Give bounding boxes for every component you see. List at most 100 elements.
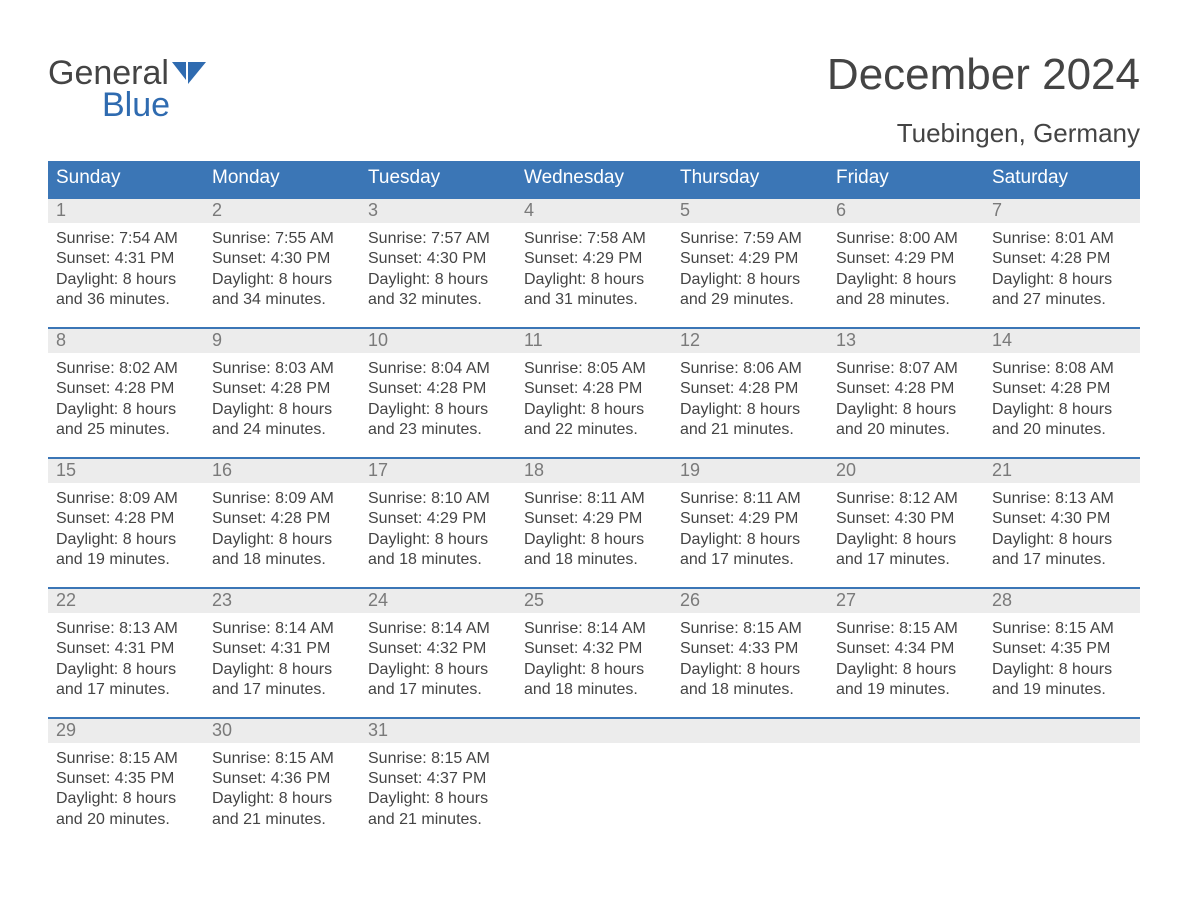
calendar: Sunday Monday Tuesday Wednesday Thursday… <box>48 161 1140 832</box>
day-cell: Sunrise: 8:02 AMSunset: 4:28 PMDaylight:… <box>48 353 204 443</box>
weekday-header: Saturday <box>984 161 1140 197</box>
day-sunset: Sunset: 4:36 PM <box>212 769 352 789</box>
day-cell: Sunrise: 8:15 AMSunset: 4:33 PMDaylight:… <box>672 613 828 703</box>
day-cell: Sunrise: 8:14 AMSunset: 4:32 PMDaylight:… <box>516 613 672 703</box>
day-number <box>984 719 1140 743</box>
day-sunset: Sunset: 4:29 PM <box>836 249 976 269</box>
day-sunrise: Sunrise: 8:14 AM <box>524 619 664 639</box>
day-sunrise: Sunrise: 8:14 AM <box>368 619 508 639</box>
week-row: 1234567Sunrise: 7:54 AMSunset: 4:31 PMDa… <box>48 197 1140 313</box>
day-number: 22 <box>48 589 204 613</box>
day-number: 2 <box>204 199 360 223</box>
day-number: 18 <box>516 459 672 483</box>
day-dl1: Daylight: 8 hours <box>212 789 352 809</box>
day-dl2: and 21 minutes. <box>212 810 352 830</box>
day-number: 17 <box>360 459 516 483</box>
day-sunrise: Sunrise: 8:11 AM <box>524 489 664 509</box>
day-dl2: and 36 minutes. <box>56 290 196 310</box>
day-dl1: Daylight: 8 hours <box>56 789 196 809</box>
day-sunset: Sunset: 4:32 PM <box>368 639 508 659</box>
day-sunset: Sunset: 4:34 PM <box>836 639 976 659</box>
day-dl1: Daylight: 8 hours <box>56 530 196 550</box>
day-cell: Sunrise: 8:11 AMSunset: 4:29 PMDaylight:… <box>672 483 828 573</box>
day-dl2: and 28 minutes. <box>836 290 976 310</box>
day-dl2: and 21 minutes. <box>680 420 820 440</box>
day-number: 11 <box>516 329 672 353</box>
day-dl2: and 17 minutes. <box>368 680 508 700</box>
day-number: 14 <box>984 329 1140 353</box>
day-dl1: Daylight: 8 hours <box>212 660 352 680</box>
day-number: 6 <box>828 199 984 223</box>
day-sunrise: Sunrise: 7:57 AM <box>368 229 508 249</box>
day-cell <box>672 743 828 833</box>
day-sunset: Sunset: 4:29 PM <box>368 509 508 529</box>
day-cell: Sunrise: 8:08 AMSunset: 4:28 PMDaylight:… <box>984 353 1140 443</box>
day-sunset: Sunset: 4:30 PM <box>368 249 508 269</box>
day-dl1: Daylight: 8 hours <box>212 400 352 420</box>
day-dl1: Daylight: 8 hours <box>56 400 196 420</box>
day-cell: Sunrise: 8:15 AMSunset: 4:37 PMDaylight:… <box>360 743 516 833</box>
day-number: 19 <box>672 459 828 483</box>
day-cell: Sunrise: 7:59 AMSunset: 4:29 PMDaylight:… <box>672 223 828 313</box>
day-dl1: Daylight: 8 hours <box>680 400 820 420</box>
day-dl2: and 18 minutes. <box>524 680 664 700</box>
day-cell: Sunrise: 8:09 AMSunset: 4:28 PMDaylight:… <box>204 483 360 573</box>
day-number: 15 <box>48 459 204 483</box>
day-dl1: Daylight: 8 hours <box>212 270 352 290</box>
day-number: 23 <box>204 589 360 613</box>
day-dl1: Daylight: 8 hours <box>680 530 820 550</box>
day-sunrise: Sunrise: 8:15 AM <box>56 749 196 769</box>
day-sunrise: Sunrise: 8:13 AM <box>992 489 1132 509</box>
day-dl2: and 18 minutes. <box>680 680 820 700</box>
day-dl2: and 18 minutes. <box>368 550 508 570</box>
day-sunset: Sunset: 4:29 PM <box>680 509 820 529</box>
day-dl1: Daylight: 8 hours <box>680 660 820 680</box>
day-number: 16 <box>204 459 360 483</box>
day-number: 31 <box>360 719 516 743</box>
page-title: December 2024 <box>827 50 1140 100</box>
day-dl1: Daylight: 8 hours <box>992 270 1132 290</box>
day-dl2: and 32 minutes. <box>368 290 508 310</box>
day-sunset: Sunset: 4:28 PM <box>212 379 352 399</box>
day-dl1: Daylight: 8 hours <box>992 660 1132 680</box>
day-sunrise: Sunrise: 8:05 AM <box>524 359 664 379</box>
day-sunrise: Sunrise: 8:01 AM <box>992 229 1132 249</box>
day-cell: Sunrise: 8:14 AMSunset: 4:31 PMDaylight:… <box>204 613 360 703</box>
day-dl2: and 17 minutes. <box>992 550 1132 570</box>
day-cell: Sunrise: 7:57 AMSunset: 4:30 PMDaylight:… <box>360 223 516 313</box>
day-dl1: Daylight: 8 hours <box>992 530 1132 550</box>
day-dl1: Daylight: 8 hours <box>836 660 976 680</box>
day-cell: Sunrise: 8:15 AMSunset: 4:34 PMDaylight:… <box>828 613 984 703</box>
day-sunset: Sunset: 4:32 PM <box>524 639 664 659</box>
day-sunrise: Sunrise: 8:09 AM <box>212 489 352 509</box>
day-dl2: and 31 minutes. <box>524 290 664 310</box>
day-sunrise: Sunrise: 8:07 AM <box>836 359 976 379</box>
day-dl2: and 17 minutes. <box>56 680 196 700</box>
day-sunrise: Sunrise: 8:15 AM <box>368 749 508 769</box>
day-sunset: Sunset: 4:29 PM <box>524 249 664 269</box>
day-dl2: and 23 minutes. <box>368 420 508 440</box>
day-sunset: Sunset: 4:28 PM <box>56 509 196 529</box>
day-number: 4 <box>516 199 672 223</box>
day-number <box>828 719 984 743</box>
header-row: General Blue December 2024 Tuebingen, Ge… <box>48 50 1140 149</box>
weekday-header: Friday <box>828 161 984 197</box>
day-sunset: Sunset: 4:28 PM <box>56 379 196 399</box>
day-sunrise: Sunrise: 8:14 AM <box>212 619 352 639</box>
day-sunset: Sunset: 4:28 PM <box>680 379 820 399</box>
day-cell <box>828 743 984 833</box>
brand-flag-icon <box>172 62 206 86</box>
day-dl2: and 25 minutes. <box>56 420 196 440</box>
day-sunrise: Sunrise: 7:58 AM <box>524 229 664 249</box>
weekday-header: Tuesday <box>360 161 516 197</box>
day-dl2: and 20 minutes. <box>992 420 1132 440</box>
day-sunrise: Sunrise: 8:15 AM <box>992 619 1132 639</box>
day-sunrise: Sunrise: 7:59 AM <box>680 229 820 249</box>
day-number-row: 22232425262728 <box>48 589 1140 613</box>
day-cell <box>984 743 1140 833</box>
weekday-header-row: Sunday Monday Tuesday Wednesday Thursday… <box>48 161 1140 197</box>
day-dl1: Daylight: 8 hours <box>56 270 196 290</box>
day-cell: Sunrise: 8:03 AMSunset: 4:28 PMDaylight:… <box>204 353 360 443</box>
day-cell: Sunrise: 8:07 AMSunset: 4:28 PMDaylight:… <box>828 353 984 443</box>
day-sunset: Sunset: 4:29 PM <box>680 249 820 269</box>
